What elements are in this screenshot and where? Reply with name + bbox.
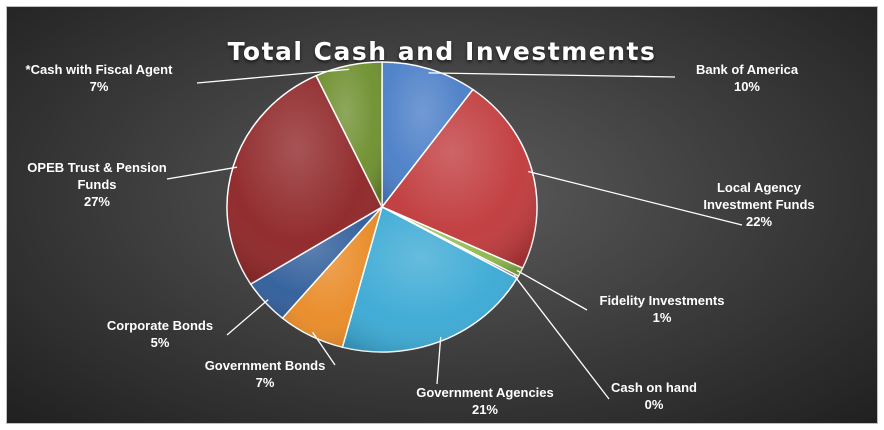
data-label-value: 7% [255,375,275,390]
pie-slice-shading [316,62,382,207]
leader-line [226,299,269,336]
data-label: Government Agencies 21% [416,384,554,418]
data-label-value: 7% [89,79,109,94]
leader-line [527,170,743,226]
data-label-value: 27% [83,194,111,209]
data-label-value: 10% [733,79,761,94]
pie-chart [166,61,743,400]
data-label-name: Bank of America [695,62,799,77]
data-label-name: Investment Funds [703,197,815,212]
leader-line [312,331,336,366]
chart-area: Total Cash and Investments Bank of Ameri… [6,6,878,424]
chart-title: Total Cash and Investments [227,37,657,66]
leader-line [516,269,588,311]
pie-slice-shading [250,207,382,319]
data-label-value: 0% [644,397,664,412]
data-label-value: 5% [150,335,170,350]
data-label-name: Government Bonds [204,358,326,373]
data-label-name: OPEB Trust & Pension [27,160,167,175]
data-label: Bank of America 10% [696,61,798,95]
data-label: Fidelity Investments 1% [600,292,725,326]
leader-line [196,68,350,84]
pie-slice-shading [382,62,473,207]
leader-line [428,72,676,78]
pie-slice-shading [227,75,382,285]
data-label-value: 22% [745,214,773,229]
data-label: *Cash with Fiscal Agent 7% [26,61,173,95]
data-label: Cash on hand 0% [611,379,697,413]
leader-line [513,274,610,400]
data-label: Local Agency Investment Funds 22% [703,179,814,230]
data-label: Government Bonds 7% [205,357,326,391]
data-label-name: Funds [77,177,117,192]
leader-line [436,336,442,385]
data-label-name: *Cash with Fiscal Agent [25,62,173,77]
data-label-name: Cash on hand [611,380,697,395]
data-label-name: Local Agency [716,180,802,195]
data-label-name: Corporate Bonds [106,318,214,333]
data-label-value: 21% [471,402,499,417]
pie-slice-shading [282,207,382,348]
leader-line [166,166,238,180]
data-label: OPEB Trust & Pension Funds 27% [27,159,166,210]
pie-slice-shading [342,207,518,352]
data-label-name: Fidelity Investments [599,293,725,308]
data-label-value: 1% [652,310,672,325]
data-label: Corporate Bonds 5% [107,317,213,351]
data-label-name: Government Agencies [416,385,554,400]
